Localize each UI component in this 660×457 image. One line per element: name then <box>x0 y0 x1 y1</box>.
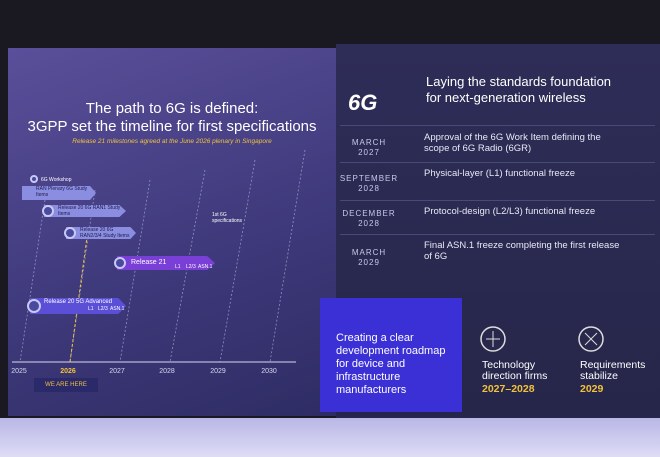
timeline-label: 6G Workshop <box>41 177 72 183</box>
icon <box>480 326 506 352</box>
stage-label: L2/3 <box>186 264 196 270</box>
callout-box <box>320 298 462 412</box>
year-label: 2025 <box>11 368 27 375</box>
year-label: 2028 <box>159 368 175 375</box>
timeline-bar: Release 20 5G Advanced <box>30 298 126 314</box>
heading: for next-generation wireless <box>426 90 586 105</box>
subtitle: Release 21 milestones agreed at the June… <box>72 138 272 145</box>
milestone-month: MARCH <box>351 138 387 147</box>
milestone-year: 2028 <box>358 184 380 193</box>
stage-label: L1 <box>88 306 94 312</box>
timeline-bar: Release 21 <box>117 256 215 270</box>
milestone-dot <box>27 299 41 313</box>
stage-floor <box>0 418 660 457</box>
grid-line <box>119 179 151 363</box>
milestone-dot <box>114 257 126 269</box>
marker: WE ARE HERE <box>34 378 98 392</box>
separator <box>340 125 655 126</box>
year-label: 2030 <box>261 368 277 375</box>
year-label: 2029 <box>210 368 226 375</box>
grid-line <box>269 149 306 363</box>
milestone-month: DECEMBER <box>342 209 396 218</box>
milestone-dot <box>64 227 76 239</box>
milestone-month: MARCH <box>351 248 387 257</box>
stat-label: Technology direction firms <box>482 359 548 382</box>
separator <box>340 200 655 201</box>
callout-text: Creating a clear development roadmap for… <box>336 332 446 396</box>
stage-label: ASN.1 <box>198 264 213 270</box>
logo: 6G <box>348 90 378 115</box>
milestone-dot <box>42 205 54 217</box>
grid-line <box>19 199 46 363</box>
milestone-text: Physical-layer (L1) functional freeze <box>424 168 576 179</box>
separator <box>340 234 655 235</box>
timeline-bar: Release 20 6G RAN1 Study Items <box>44 205 126 217</box>
timeline-bar: RAN Plenary 6G Study Items <box>22 186 96 200</box>
milestone-text: Final ASN.1 freeze completing the first … <box>424 240 620 262</box>
stage-label: L1 <box>175 264 181 270</box>
stat-value: 2029 <box>580 383 604 395</box>
heading: Laying the standards foundation <box>426 74 612 89</box>
stat-label: Requirements stabilize <box>580 359 646 382</box>
now-line <box>69 229 89 363</box>
year-label: 2026 <box>60 368 76 375</box>
milestone-text: Approval of the 6G Work Item defining th… <box>424 132 601 154</box>
milestone-text: Protocol-design (L2/L3) functional freez… <box>424 206 596 217</box>
left-panel <box>8 48 336 416</box>
milestone-dot <box>30 175 38 183</box>
grid-line <box>219 159 256 363</box>
icon <box>578 326 604 352</box>
year-label: 2027 <box>109 368 125 375</box>
timeline-grid <box>12 149 306 363</box>
stage-label: ASN.1 <box>110 306 125 312</box>
annotation: 1st 6G specifications <box>212 212 243 224</box>
milestone-year: 2027 <box>358 148 380 157</box>
milestone-year: 2028 <box>358 219 380 228</box>
title: The path to 6G is defined: <box>85 100 259 117</box>
stat-value: 2027–2028 <box>482 383 535 395</box>
milestone-month: SEPTEMBER <box>339 174 399 183</box>
separator <box>340 162 655 163</box>
title: 3GPP set the timeline for first specific… <box>27 118 317 135</box>
milestone-year: 2029 <box>358 258 380 267</box>
stage-label: L2/3 <box>98 306 108 312</box>
timeline-bar: Release 20 6G RAN2/3/4 Study Items <box>66 227 136 239</box>
grid-line <box>69 189 96 363</box>
